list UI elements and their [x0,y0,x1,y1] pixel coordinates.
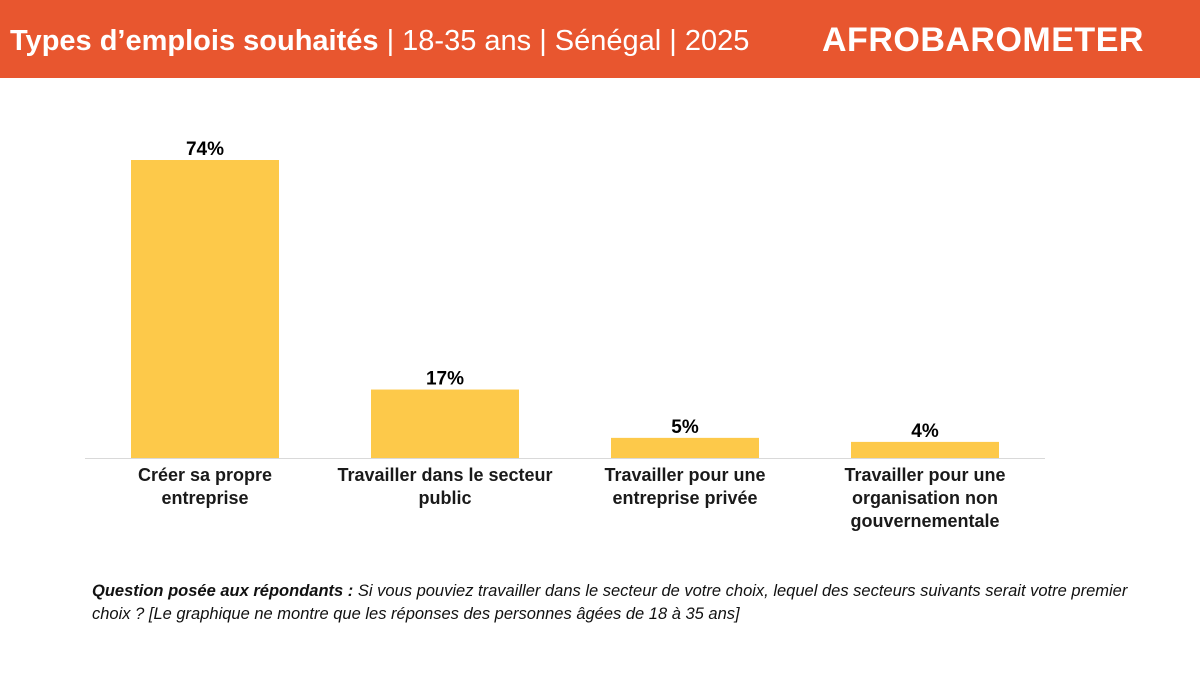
category-label-3: Travailler pour une entreprise privée [604,465,765,508]
footnote-text: Si vous pouviez travailler dans le secte… [92,582,1128,623]
value-label-1: 74% [186,139,224,160]
value-label-4: 4% [911,421,939,442]
title-details: | 18-35 ans | Sénégal | 2025 [378,25,750,57]
value-label-3: 5% [671,417,699,438]
header-banner: Types d’emplois souhaités | 18-35 ans | … [0,0,1200,78]
value-label-2: 17% [426,369,464,390]
category-label-1: Créer sa propre entreprise [138,465,272,508]
category-label-4: Travailler pour une organisation non gouve… [844,465,1005,531]
bar-4 [851,441,999,458]
title-main: Types d’emplois souhaités [10,25,379,57]
bar-2 [371,389,519,458]
bar-3 [611,437,759,458]
footnote: Question posée aux répondants : Si vous … [92,580,1162,626]
footnote-label: Question posée aux répondants : [92,582,354,600]
category-label-2: Travailler dans le secteur public [337,465,552,508]
afrobarometer-logo: AFROBAROMETER [822,21,1144,59]
chart-title: Types d’emplois souhaités | 18-35 ans | … [10,21,749,61]
bar-1 [131,160,279,458]
